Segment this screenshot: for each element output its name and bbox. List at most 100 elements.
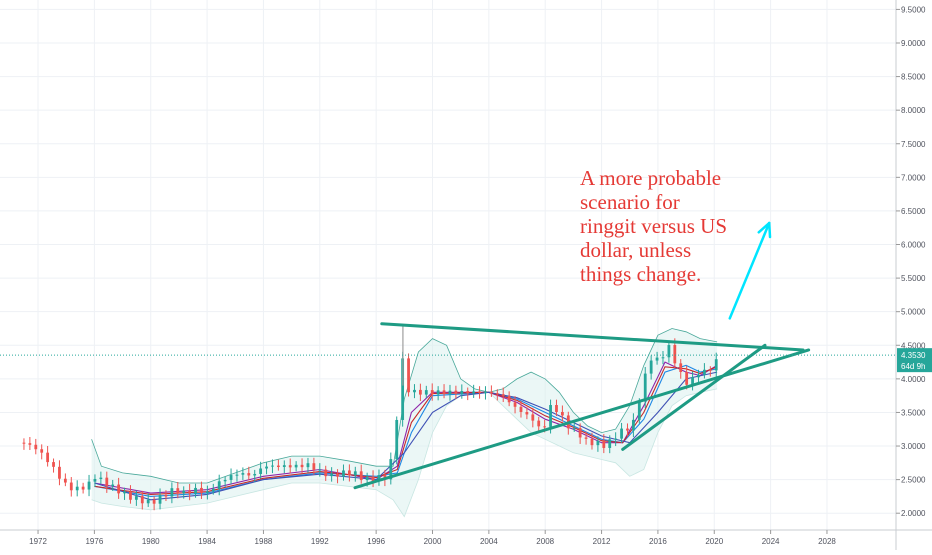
candle-body: [637, 401, 641, 420]
x-tick-label: 2000: [424, 537, 442, 546]
candle-body: [259, 468, 263, 474]
candle-body: [282, 465, 286, 467]
candle-body: [129, 491, 132, 500]
candle-body: [442, 390, 446, 395]
candle-body: [63, 478, 67, 483]
candle-body: [401, 358, 405, 420]
candle-body: [643, 373, 647, 402]
y-tick-label: 9.5000: [901, 5, 926, 14]
candle-body: [489, 391, 493, 394]
annotation-line: dollar, unless: [580, 238, 692, 262]
candle-body: [537, 420, 541, 427]
arrow-head: [757, 221, 771, 234]
candle-body: [34, 444, 38, 450]
annotation-line: scenario for: [580, 190, 680, 214]
trendlines[interactable]: [353, 221, 811, 490]
candle-body: [460, 391, 464, 394]
candle-body: [75, 486, 79, 491]
candle-body: [229, 475, 233, 480]
y-tick-label: 3.0000: [901, 442, 926, 451]
y-tick-label: 3.5000: [901, 408, 926, 417]
x-tick-label: 1976: [85, 537, 103, 546]
candle-body: [353, 471, 357, 476]
band-fill: [91, 328, 718, 517]
candle-body: [123, 491, 126, 494]
candle-body: [407, 358, 410, 393]
x-tick-label: 1980: [142, 537, 160, 546]
x-tick-label: 1988: [255, 537, 273, 546]
x-tick-label: 2020: [705, 537, 723, 546]
candle-body: [276, 465, 280, 467]
x-tick-label: 1984: [198, 537, 216, 546]
candle-body: [81, 486, 85, 490]
y-tick-label: 2.5000: [901, 476, 926, 485]
candle-body: [655, 357, 659, 361]
candle-body: [365, 476, 369, 481]
y-tick-label: 8.5000: [901, 73, 926, 82]
current-price-label: 4.3530: [901, 351, 926, 360]
candle-body: [525, 411, 529, 415]
candle-body: [176, 488, 180, 494]
candle-body: [596, 440, 600, 446]
annotation-text[interactable]: A more probable scenario for ringgit ver…: [580, 166, 790, 286]
y-tick-label: 5.5000: [901, 274, 926, 283]
candle-body: [223, 479, 227, 482]
candle-body: [69, 482, 73, 491]
candle-body: [649, 360, 653, 374]
candle-body: [134, 496, 138, 500]
x-tick-label: 2012: [593, 537, 611, 546]
candle-body: [111, 484, 115, 487]
candle-body: [501, 394, 505, 396]
y-tick-label: 4.5000: [901, 341, 926, 350]
arrow-head: [767, 221, 772, 239]
trendline: [380, 322, 805, 352]
candle-body: [507, 395, 511, 403]
candle-body: [294, 464, 298, 468]
candle-body: [241, 473, 245, 475]
candle-body: [478, 391, 481, 394]
candle-body: [549, 405, 552, 427]
candle-body: [395, 419, 399, 460]
candle-body: [555, 405, 558, 412]
candle-body: [46, 452, 50, 463]
y-tick-label: 6.0000: [901, 241, 926, 250]
candle-body: [306, 463, 310, 468]
candle-body: [714, 359, 718, 371]
candle-body: [454, 390, 458, 394]
candle-body: [685, 372, 689, 385]
candle-body: [484, 391, 487, 394]
annotation-line: things change.: [580, 262, 702, 286]
candle-body: [673, 345, 677, 364]
countdown-label: 64d 9h: [901, 362, 925, 371]
candle-body: [235, 474, 239, 476]
y-tick-label: 6.5000: [901, 207, 926, 216]
x-tick-label: 2024: [762, 537, 780, 546]
candle-body: [466, 391, 470, 394]
candle-body: [52, 462, 55, 467]
candle-body: [28, 443, 32, 445]
x-tick-label: 1992: [311, 537, 329, 546]
x-tick-label: 2004: [480, 537, 498, 546]
candle-body: [87, 481, 91, 490]
candle-body: [661, 357, 665, 359]
candle-body: [300, 464, 304, 468]
x-tick-label: 2008: [536, 537, 554, 546]
y-tick-label: 5.0000: [901, 308, 926, 317]
annotation-line: A more probable: [580, 166, 722, 190]
candle-body: [679, 363, 683, 373]
candle-body: [200, 487, 203, 494]
x-tick-label: 2016: [649, 537, 667, 546]
candle-body: [58, 466, 61, 479]
candle-body: [188, 490, 192, 494]
y-tick-label: 7.5000: [901, 140, 926, 149]
trendline: [621, 343, 767, 451]
candle-body: [342, 470, 345, 477]
candle-body: [531, 414, 535, 421]
annotation-line: ringgit versus US: [580, 214, 727, 238]
candle-body: [194, 487, 197, 494]
candle-body: [560, 411, 564, 416]
candle-body: [330, 473, 334, 477]
